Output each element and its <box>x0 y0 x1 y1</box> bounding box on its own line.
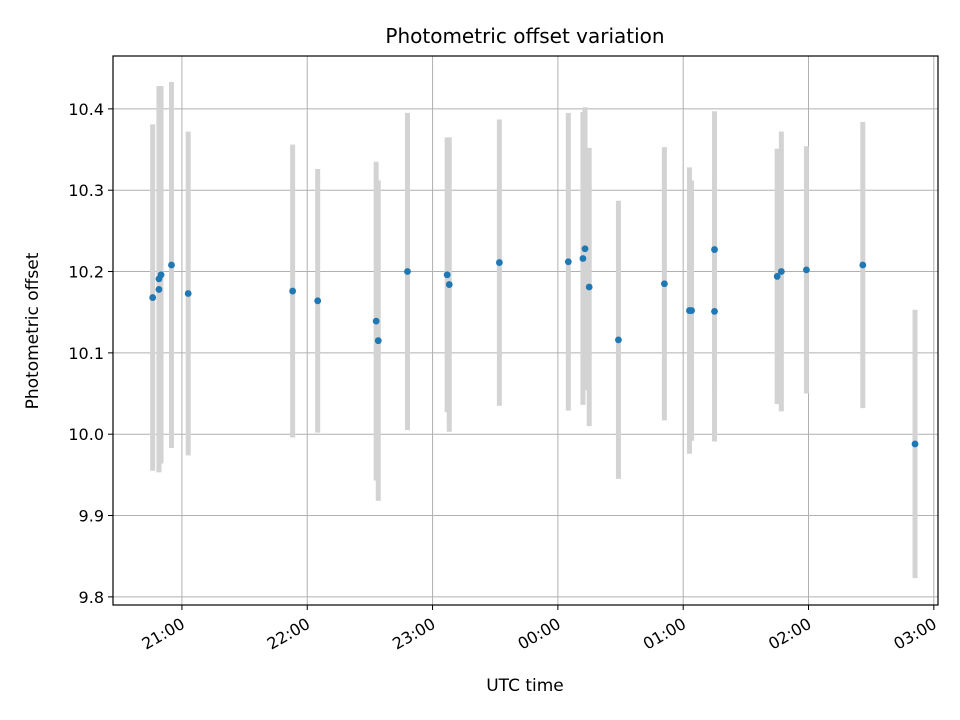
data-point <box>585 283 593 291</box>
plot-frame <box>112 55 939 606</box>
y-axis: 9.8 9.9 10.0 10.1 10.2 10.3 10.4 <box>68 100 113 607</box>
data-points <box>149 245 919 448</box>
data-point <box>660 280 668 288</box>
data-point <box>579 255 587 262</box>
data-point <box>711 307 718 315</box>
data-point <box>168 261 175 269</box>
x-tick-label: 22:00 <box>264 614 313 654</box>
chart-title: Photometric offset variation <box>385 24 664 48</box>
y-tick-label: 10.1 <box>68 344 104 363</box>
data-point <box>773 273 781 280</box>
data-point <box>859 261 867 269</box>
x-tick-label: 00:00 <box>514 614 563 654</box>
y-tick-label: 10.0 <box>68 425 104 444</box>
x-tick-label: 03:00 <box>890 614 939 654</box>
data-point <box>495 259 503 266</box>
x-tick-label: 21:00 <box>138 614 187 654</box>
data-point <box>404 268 411 275</box>
y-tick-label: 10.2 <box>68 263 104 282</box>
grid <box>113 56 938 605</box>
data-point <box>289 287 297 295</box>
data-point <box>581 245 589 253</box>
data-point <box>443 271 451 279</box>
data-point <box>374 337 382 345</box>
data-point <box>564 258 572 266</box>
data-point <box>911 440 919 448</box>
data-point <box>149 294 157 301</box>
y-axis-title: Photometric offset <box>23 252 43 409</box>
y-tick-label: 9.9 <box>79 507 104 526</box>
x-axis: 21:00 22:00 23:00 00:00 01:00 02:00 03:00 <box>138 605 940 654</box>
x-tick-label: 02:00 <box>765 614 814 654</box>
data-point <box>711 246 718 253</box>
data-point <box>688 307 695 314</box>
x-tick-label: 23:00 <box>389 614 438 654</box>
data-point <box>314 297 322 305</box>
x-tick-label: 01:00 <box>640 614 689 654</box>
data-point <box>372 317 380 325</box>
y-tick-label: 10.3 <box>68 181 104 200</box>
x-axis-title: UTC time <box>486 676 564 696</box>
y-tick-label: 9.8 <box>79 588 104 607</box>
data-point <box>777 268 785 275</box>
y-tick-label: 10.4 <box>68 100 104 119</box>
data-point <box>184 290 192 297</box>
data-point <box>445 281 453 288</box>
data-point <box>615 336 622 344</box>
data-point <box>157 271 165 279</box>
data-point <box>803 266 810 274</box>
error-bars <box>150 82 918 579</box>
data-point <box>155 286 163 293</box>
